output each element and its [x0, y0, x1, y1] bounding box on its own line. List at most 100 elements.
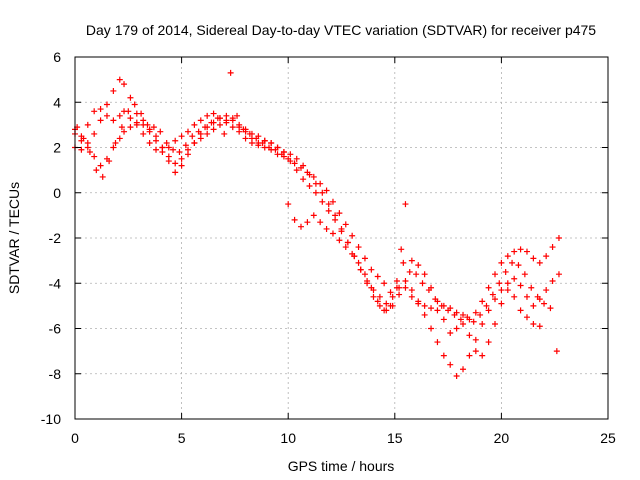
data-point: [172, 160, 179, 167]
data-point: [447, 361, 454, 368]
data-point: [310, 173, 317, 180]
data-point: [555, 235, 562, 241]
data-point: [325, 201, 332, 208]
data-point: [496, 280, 503, 287]
data-point: [103, 112, 110, 119]
data-point: [523, 248, 530, 255]
data-point: [266, 144, 273, 151]
x-tick-label: 25: [600, 430, 616, 446]
data-point: [191, 121, 198, 128]
data-point: [223, 112, 230, 119]
y-axis-label: SDTVAR / TECUs: [6, 182, 22, 294]
data-point: [492, 271, 499, 278]
data-point: [110, 87, 117, 94]
data-point: [106, 158, 113, 165]
data-point: [477, 311, 484, 318]
data-point: [472, 336, 479, 343]
data-point: [528, 284, 535, 291]
data-point: [253, 135, 260, 142]
data-point: [242, 135, 249, 142]
data-point: [91, 108, 98, 115]
data-point: [470, 318, 477, 325]
data-point: [547, 305, 554, 312]
data-point: [396, 291, 403, 298]
data-point: [511, 248, 518, 255]
data-point: [112, 139, 119, 146]
data-point: [434, 339, 441, 346]
data-point: [445, 307, 452, 314]
data-point: [325, 207, 332, 214]
data-point: [483, 302, 490, 309]
data-point: [223, 119, 230, 126]
data-point: [530, 320, 537, 327]
x-tick-label: 5: [178, 430, 186, 446]
data-point: [357, 266, 364, 273]
data-point: [116, 76, 123, 83]
data-point: [259, 139, 266, 146]
data-point: [146, 139, 153, 146]
data-point: [472, 348, 479, 355]
data-point: [297, 164, 304, 171]
data-point: [268, 139, 275, 146]
data-point: [300, 176, 307, 183]
data-point: [163, 139, 170, 146]
data-point: [91, 153, 98, 160]
data-point: [86, 149, 93, 156]
data-point: [342, 221, 349, 228]
data-point: [408, 293, 415, 300]
data-point: [116, 112, 123, 119]
series-2: [72, 119, 543, 359]
data-point: [304, 169, 311, 176]
data-point: [338, 228, 345, 235]
data-point: [511, 293, 518, 300]
data-point: [170, 146, 177, 153]
y-tick-label: 2: [53, 140, 61, 156]
y-tick-label: -2: [49, 230, 62, 246]
data-point: [121, 128, 128, 135]
axis-ticks: 0 5 10 15 20 25 -10 -8 -6 -4 -2 0 2 4 6: [41, 49, 616, 446]
data-point: [376, 293, 383, 300]
data-point: [234, 112, 241, 119]
data-point: [97, 117, 104, 124]
data-point: [398, 246, 405, 253]
data-point: [479, 352, 486, 359]
data-point: [415, 262, 422, 269]
data-point: [272, 146, 279, 153]
data-point: [402, 277, 409, 284]
data-point: [413, 271, 420, 278]
data-point: [197, 117, 204, 124]
data-point: [165, 153, 172, 160]
data-point: [349, 250, 356, 257]
data-point: [84, 121, 91, 128]
data-point: [210, 110, 217, 117]
x-tick-label: 20: [494, 430, 510, 446]
data-point: [140, 130, 147, 137]
data-point: [400, 259, 407, 266]
data-point: [498, 259, 505, 266]
data-point: [389, 293, 396, 300]
data-point: [172, 137, 179, 144]
data-point: [121, 81, 128, 88]
data-point: [438, 302, 445, 309]
data-point: [502, 268, 509, 275]
data-point: [323, 225, 330, 232]
data-point: [453, 325, 460, 332]
data-point: [344, 239, 351, 246]
series-3: [74, 69, 560, 355]
data-point: [285, 155, 292, 162]
x-tick-label: 0: [71, 430, 79, 446]
data-point: [317, 180, 324, 187]
data-point: [479, 298, 486, 305]
data-point: [349, 232, 356, 239]
y-tick-label: -4: [49, 275, 62, 291]
data-point: [543, 287, 550, 294]
data-point: [517, 282, 524, 289]
grid: [75, 57, 608, 419]
data-point: [91, 130, 98, 137]
data-point: [408, 287, 415, 294]
data-point: [178, 162, 185, 169]
data-point: [236, 128, 243, 135]
data-point: [138, 110, 145, 117]
data-point: [229, 117, 236, 124]
data-point: [498, 287, 505, 294]
